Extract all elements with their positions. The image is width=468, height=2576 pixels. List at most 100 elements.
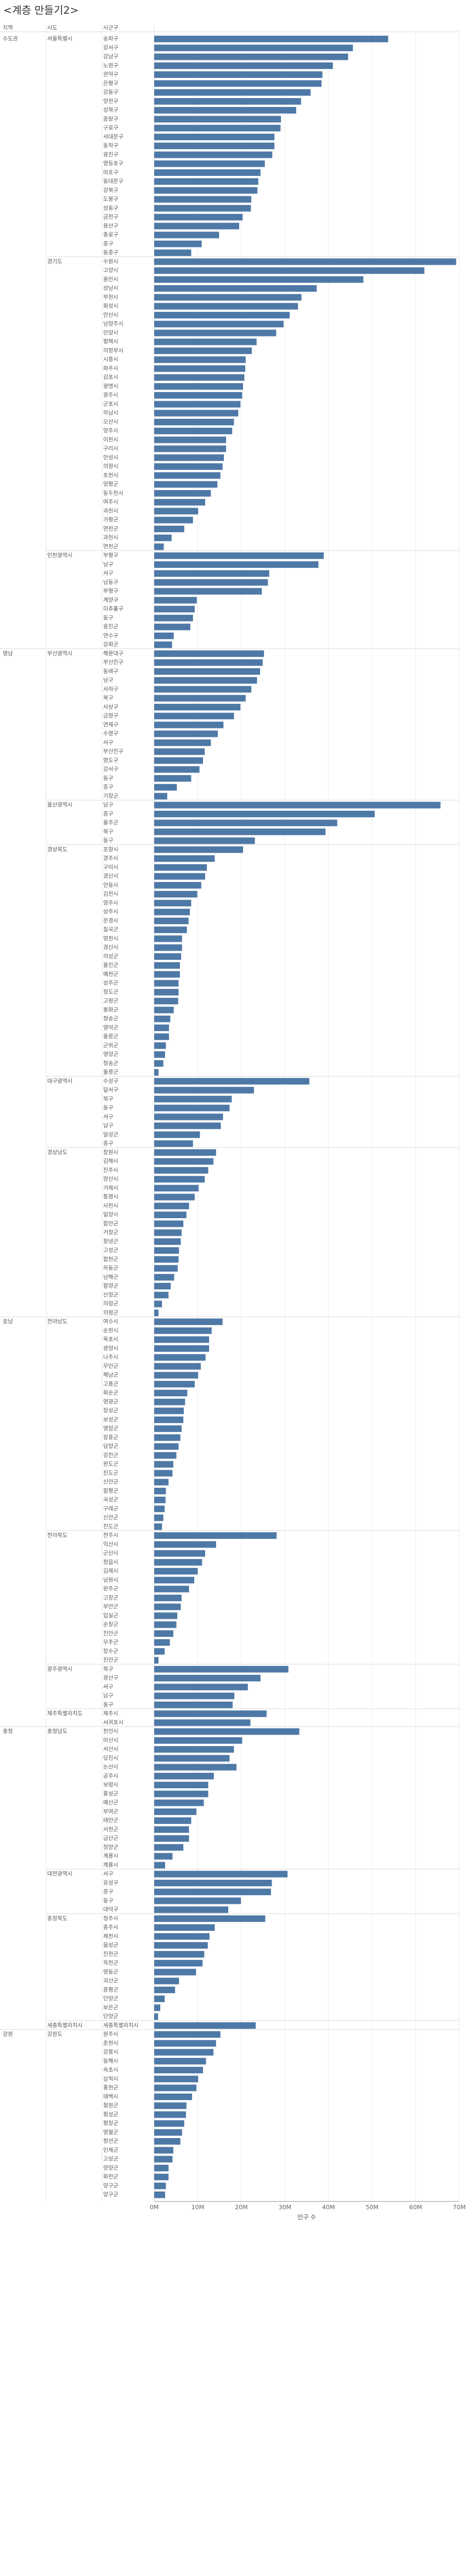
sigungu-label: 태안군 (103, 1817, 119, 1824)
region-label: 호남 (3, 1318, 13, 1325)
bar (154, 124, 281, 132)
sigungu-label: 금산군 (103, 1835, 119, 1842)
bar (154, 1764, 237, 1771)
bar (154, 133, 275, 140)
bar (154, 116, 281, 123)
bar (154, 499, 205, 506)
sido-label: 광주광역시 (47, 1666, 72, 1673)
bar (154, 1390, 188, 1397)
sigungu-label: 동두천시 (103, 490, 123, 497)
sigungu-label: 중구 (103, 784, 113, 791)
sigungu-label: 화성시 (103, 303, 119, 310)
page-title: <계층 만들기2> (3, 4, 79, 16)
bar (154, 1585, 189, 1593)
bar (154, 516, 193, 524)
sigungu-label: 함평군 (103, 1488, 119, 1494)
sigungu-label: 합천군 (103, 1256, 119, 1263)
bar (154, 810, 375, 817)
bar (154, 1746, 234, 1753)
bar (154, 508, 199, 515)
sigungu-label: 횡성군 (103, 2111, 119, 2118)
sigungu-label: 동구 (103, 1897, 113, 1904)
sigungu-label: 임실군 (103, 1612, 119, 1619)
sigungu-label: 통영시 (103, 1194, 119, 1201)
bar (154, 552, 324, 559)
sigungu-label: 고령군 (103, 998, 119, 1004)
sigungu-label: 구미시 (103, 864, 119, 871)
bar (154, 1960, 203, 1967)
bar (154, 1345, 210, 1352)
sigungu-label: 부평구 (103, 553, 119, 559)
sigungu-label: 보령시 (103, 1782, 119, 1788)
bar (154, 757, 203, 764)
sigungu-label: 성동구 (103, 205, 119, 212)
sigungu-label: 성북구 (103, 107, 119, 113)
sigungu-label: 부여군 (103, 1809, 119, 1815)
bar (154, 1051, 165, 1058)
bar (154, 579, 268, 586)
bar (154, 935, 182, 942)
bar (154, 276, 364, 283)
sigungu-label: 서대문구 (103, 134, 123, 140)
sigungu-label: 정읍시 (103, 1559, 119, 1566)
sigungu-label: 용인시 (103, 276, 119, 283)
sigungu-label: 고양시 (103, 268, 119, 274)
bar (154, 463, 223, 470)
sigungu-label: 옥천군 (103, 1960, 119, 1966)
bar (154, 606, 195, 613)
sigungu-label: 수원시 (103, 258, 119, 265)
sigungu-label: 신안군 (103, 1515, 119, 1521)
sigungu-label: 제주시 (103, 1710, 119, 1717)
bar (154, 793, 167, 800)
bar (154, 2164, 169, 2171)
sigungu-label: 괴산군 (103, 1978, 119, 1984)
sido-label: 세종특별자치시 (47, 2022, 82, 2029)
bar (154, 1318, 223, 1326)
bar (154, 1817, 191, 1824)
sigungu-label: 남구 (103, 561, 113, 568)
sigungu-label: 동구 (103, 1702, 113, 1708)
bar (154, 2156, 173, 2163)
sigungu-label: 장성군 (103, 1408, 119, 1414)
bar (154, 828, 326, 835)
sigungu-label: 예산군 (103, 1800, 119, 1806)
sigungu-label: 안산시 (103, 312, 119, 319)
sigungu-label: 공주시 (103, 1773, 119, 1779)
bar (154, 223, 239, 230)
header-sigungu: 시군구 (103, 25, 119, 31)
sigungu-label: 청송군 (103, 1016, 119, 1022)
sigungu-label: 경산시 (103, 944, 119, 951)
sigungu-label: 평택시 (103, 339, 119, 345)
bar (154, 36, 388, 43)
sigungu-label: 익산시 (103, 1541, 119, 1548)
sigungu-label: 평창군 (103, 2120, 119, 2127)
bar (154, 1532, 277, 1539)
sigungu-label: 논산시 (103, 1764, 119, 1771)
sido-label: 제주특별자치도 (47, 1710, 82, 1717)
bar (154, 775, 191, 782)
sigungu-label: 청주시 (103, 1915, 119, 1922)
sigungu-label: 서산시 (103, 1746, 119, 1753)
sigungu-label: 목포시 (103, 1337, 119, 1343)
sigungu-label: 서천군 (103, 1826, 119, 1833)
bar (154, 668, 260, 675)
sigungu-label: 무주군 (103, 1639, 119, 1646)
sigungu-label: 부산진구 (103, 748, 123, 755)
bar (154, 1434, 181, 1441)
sigungu-label: 포천시 (103, 472, 119, 479)
bar (154, 1229, 182, 1236)
bar (154, 1835, 189, 1842)
sigungu-label: 순천시 (103, 1327, 119, 1334)
sigungu-label: 아산시 (103, 1737, 119, 1744)
sigungu-label: 중구 (103, 1140, 113, 1147)
sigungu-label: 장수군 (103, 1648, 119, 1654)
sido-label: 대구광역시 (47, 1078, 72, 1084)
sigungu-label: 사하구 (103, 685, 119, 692)
bar (154, 1202, 189, 1209)
sigungu-label: 음성군 (103, 1942, 119, 1949)
x-tick-label: 20M (235, 2204, 248, 2211)
sigungu-label: 과천시 (103, 534, 119, 541)
header-sido: 시도 (47, 25, 57, 31)
sigungu-label: 수영구 (103, 731, 119, 737)
bar (154, 1719, 251, 1726)
